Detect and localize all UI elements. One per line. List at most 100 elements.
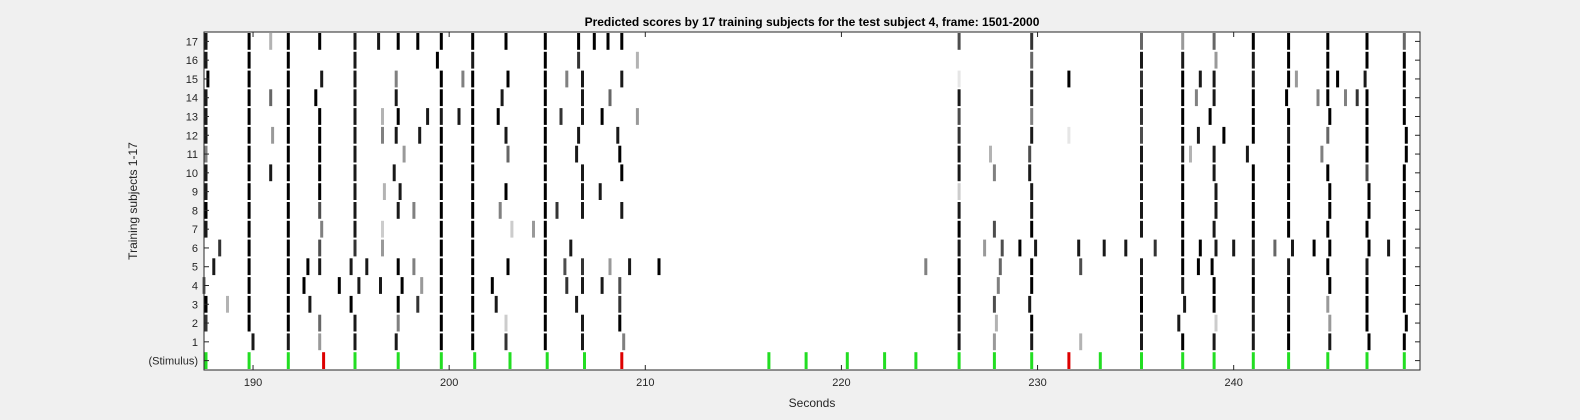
x-tick-label: 190 <box>244 377 262 389</box>
score-mark-s7-3 <box>320 220 324 238</box>
score-mark-s17-7 <box>396 33 400 50</box>
score-mark-s15-17 <box>1140 70 1143 88</box>
score-mark-s7-13 <box>1030 220 1034 238</box>
score-mark-s8-22 <box>1367 202 1371 219</box>
score-mark-s8-10 <box>543 202 547 219</box>
score-mark-s9-9 <box>504 183 508 200</box>
score-mark-s16-12 <box>1214 51 1218 69</box>
score-mark-s6-0 <box>218 239 222 257</box>
score-mark-s15-9 <box>506 70 510 88</box>
x-tick-label: 230 <box>1028 377 1046 389</box>
score-mark-s3-7 <box>416 295 420 313</box>
score-mark-s14-20 <box>1285 89 1289 107</box>
score-mark-s17-15 <box>606 33 610 50</box>
x-tick-label: 200 <box>440 377 458 389</box>
stimulus-mark-27 <box>1326 352 1330 369</box>
score-mark-s10-5 <box>353 164 357 182</box>
score-mark-s10-22 <box>1402 164 1406 182</box>
score-mark-s1-9 <box>581 333 584 351</box>
score-mark-s12-12 <box>543 126 547 144</box>
score-mark-s10-21 <box>1365 164 1369 182</box>
score-mark-s10-12 <box>957 164 961 182</box>
score-mark-s2-6 <box>439 314 443 332</box>
score-mark-s1-21 <box>1367 333 1371 351</box>
score-mark-s12-13 <box>577 126 581 144</box>
score-mark-s7-6 <box>439 220 443 238</box>
score-mark-s6-16 <box>1102 239 1106 257</box>
y-tick-label: 7 <box>192 224 198 236</box>
score-mark-s4-7 <box>400 277 404 294</box>
score-mark-s11-15 <box>1140 145 1143 163</box>
x-tick-label: 240 <box>1224 377 1242 389</box>
score-mark-s4-12 <box>543 277 547 294</box>
y-tick-label: 11 <box>187 149 198 161</box>
score-mark-s5-24 <box>1181 258 1185 276</box>
score-mark-s1-2 <box>318 333 322 351</box>
y-tick-label: 2 <box>192 318 198 330</box>
score-mark-s2-19 <box>1287 314 1291 332</box>
score-mark-s8-11 <box>555 202 559 219</box>
score-mark-s12-1 <box>247 126 251 144</box>
score-mark-s17-1 <box>247 33 251 50</box>
score-mark-s16-16 <box>1365 51 1369 69</box>
score-mark-s9-11 <box>581 183 584 200</box>
score-mark-s15-20 <box>1212 70 1216 88</box>
y-tick-label: 9 <box>192 187 198 199</box>
score-mark-s9-12 <box>598 183 602 200</box>
score-mark-s17-20 <box>1181 33 1185 50</box>
score-mark-s5-14 <box>581 258 584 276</box>
score-mark-s3-3 <box>286 295 290 313</box>
score-mark-s12-24 <box>1326 126 1330 144</box>
score-mark-s12-15 <box>957 126 961 144</box>
score-mark-s14-16 <box>1181 89 1185 107</box>
score-mark-s12-10 <box>471 126 475 144</box>
score-mark-s4-8 <box>420 277 424 294</box>
score-mark-s5-18 <box>924 258 928 276</box>
x-tick-label: 210 <box>636 377 654 389</box>
score-mark-s2-8 <box>504 314 508 332</box>
score-mark-s11-17 <box>1189 145 1192 163</box>
score-mark-s5-23 <box>1140 258 1143 276</box>
stimulus-mark-9 <box>545 352 549 369</box>
score-mark-s13-25 <box>1365 108 1369 125</box>
score-mark-s7-2 <box>286 220 290 238</box>
score-mark-s13-4 <box>353 108 357 125</box>
y-tick-label: 16 <box>186 55 198 67</box>
score-mark-s11-21 <box>1320 145 1324 163</box>
score-mark-s2-22 <box>1404 314 1408 332</box>
score-mark-s4-20 <box>1140 277 1143 294</box>
score-mark-s16-14 <box>1287 51 1291 69</box>
score-mark-s14-1 <box>247 89 251 107</box>
stimulus-mark-26 <box>1287 352 1291 369</box>
score-mark-s5-3 <box>306 258 310 276</box>
score-mark-s6-19 <box>1181 239 1185 257</box>
score-mark-s7-14 <box>1140 220 1143 238</box>
score-mark-s1-1 <box>286 333 290 351</box>
score-mark-s11-4 <box>353 145 357 163</box>
score-mark-s17-12 <box>543 33 547 50</box>
score-mark-s4-14 <box>581 277 584 294</box>
score-mark-s8-3 <box>318 202 322 219</box>
score-mark-s4-11 <box>490 277 494 294</box>
score-mark-s12-8 <box>418 126 422 144</box>
score-mark-s9-20 <box>1328 183 1332 200</box>
y-tick-label: 14 <box>186 93 198 105</box>
score-mark-s1-19 <box>1287 333 1291 351</box>
score-mark-s4-1 <box>247 277 251 294</box>
score-mark-s4-13 <box>565 277 569 294</box>
score-mark-s12-17 <box>1067 126 1071 144</box>
score-mark-s12-22 <box>1251 126 1255 144</box>
score-mark-s17-23 <box>1287 33 1291 50</box>
score-mark-s17-5 <box>353 33 357 50</box>
score-mark-s8-20 <box>1287 202 1291 219</box>
score-mark-s11-20 <box>1287 145 1291 163</box>
score-mark-s17-22 <box>1251 33 1255 50</box>
score-mark-s2-20 <box>1328 314 1332 332</box>
score-mark-s5-15 <box>608 258 612 276</box>
score-mark-s14-26 <box>1402 89 1406 107</box>
score-mark-s12-21 <box>1222 126 1226 144</box>
score-mark-s15-11 <box>565 70 569 88</box>
score-mark-s2-9 <box>543 314 547 332</box>
score-mark-s3-22 <box>1326 295 1330 313</box>
score-mark-s14-10 <box>543 89 547 107</box>
